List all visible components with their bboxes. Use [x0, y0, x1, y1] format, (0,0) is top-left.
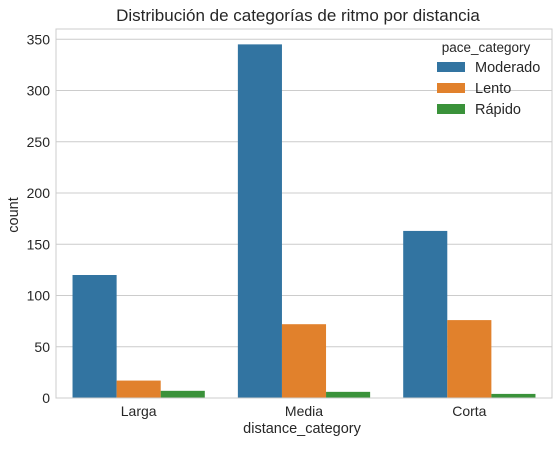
bar-larga-lento [116, 380, 161, 398]
bar-corta-rapido [491, 393, 536, 398]
y-tick-label: 350 [27, 31, 51, 47]
bar-larga-rapido [160, 390, 205, 398]
y-tick-label: 200 [27, 185, 51, 201]
bar-larga-moderado [72, 275, 117, 398]
x-axis-label: distance_category [243, 421, 361, 437]
legend: pace_category Moderado Lento Rápido [437, 40, 540, 118]
legend-swatch [437, 104, 465, 114]
legend-swatch [437, 62, 465, 72]
bar-media-lento [281, 324, 327, 398]
legend-label: Rápido [475, 102, 521, 118]
x-tick-label: Corta [452, 403, 486, 419]
y-tick-label: 300 [27, 83, 51, 99]
x-tick-label: Media [285, 403, 323, 419]
x-tick-labels: Larga Media Corta [121, 403, 487, 419]
plot-frame [55, 28, 553, 399]
legend-swatch [437, 83, 465, 93]
y-tick-labels: 0 50 100 150 200 250 300 350 [27, 31, 51, 406]
y-tick-label: 100 [27, 288, 51, 304]
bar-media-moderado [237, 44, 282, 398]
bar-corta-lento [447, 320, 492, 398]
chart-title: Distribución de categorías de ritmo por … [116, 6, 480, 25]
y-tick-label: 50 [34, 339, 50, 355]
legend-title: pace_category [442, 40, 531, 55]
y-axis-label: count [6, 197, 22, 232]
legend-label: Moderado [475, 60, 540, 76]
y-tick-label: 250 [27, 134, 51, 150]
x-tick-label: Larga [121, 403, 157, 419]
legend-label: Lento [475, 81, 511, 97]
bar-media-rapido [326, 391, 371, 398]
y-tick-label: 150 [27, 236, 51, 252]
bar-corta-moderado [403, 230, 448, 398]
bars-group [72, 44, 536, 398]
y-tick-label: 0 [42, 390, 50, 406]
